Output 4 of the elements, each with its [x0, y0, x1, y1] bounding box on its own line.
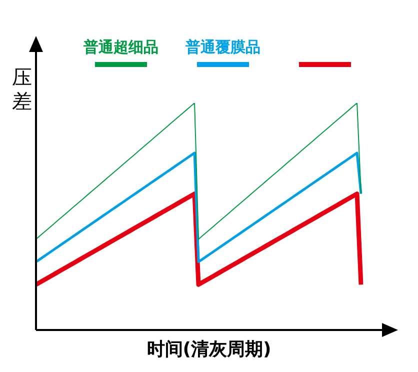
text: 普通超细品 — [82, 38, 160, 56]
x-axis-title: 时间(清灰周期) — [146, 338, 272, 361]
y-axis-title: 压差 — [11, 65, 33, 113]
text: 普通覆膜品 — [184, 38, 262, 56]
